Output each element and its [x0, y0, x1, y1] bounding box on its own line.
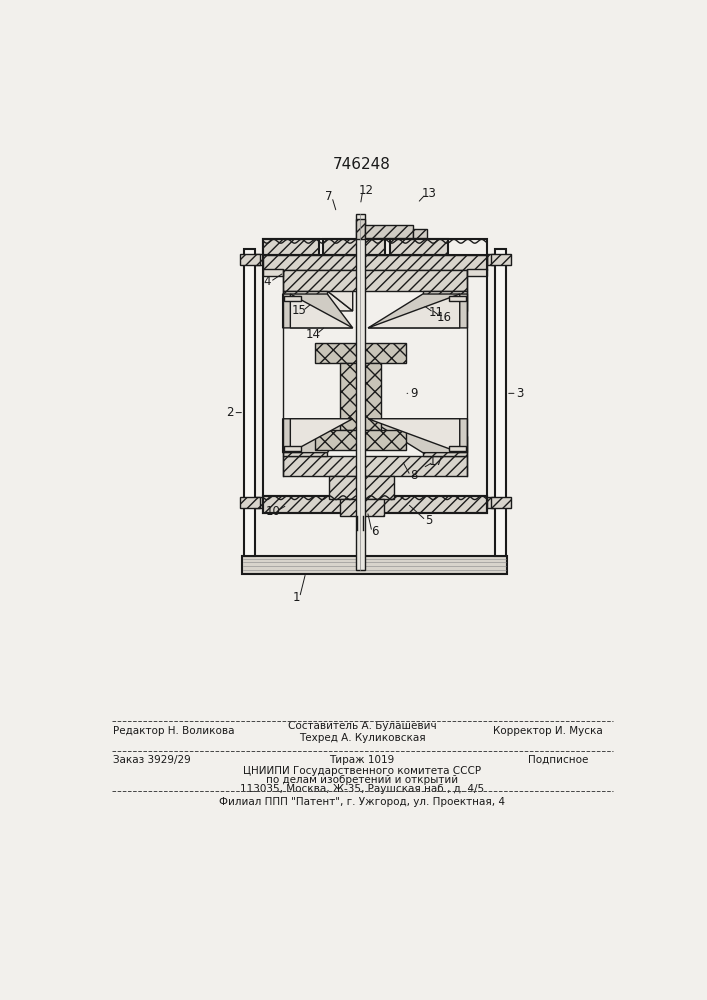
- Text: Подписное: Подписное: [528, 755, 588, 765]
- Bar: [467, 269, 486, 276]
- Text: 5: 5: [425, 514, 433, 527]
- Text: Тираж 1019: Тираж 1019: [329, 755, 395, 765]
- Bar: [356, 214, 365, 570]
- Polygon shape: [291, 419, 353, 453]
- Bar: [413, 229, 426, 238]
- Bar: [365, 225, 413, 238]
- Bar: [315, 343, 406, 363]
- Text: 2: 2: [226, 406, 234, 419]
- Text: 9: 9: [410, 387, 417, 400]
- Bar: [264, 269, 284, 276]
- Bar: [255, 254, 264, 265]
- Bar: [255, 497, 264, 508]
- Bar: [264, 255, 486, 270]
- Text: 15: 15: [292, 304, 307, 317]
- Bar: [340, 499, 385, 516]
- Bar: [244, 249, 255, 556]
- Bar: [283, 291, 327, 311]
- Bar: [315, 430, 406, 450]
- Bar: [449, 296, 466, 301]
- Bar: [284, 296, 301, 301]
- Bar: [240, 497, 259, 508]
- Bar: [264, 239, 319, 255]
- Polygon shape: [283, 294, 353, 328]
- Text: Заказ 3929/29: Заказ 3929/29: [113, 755, 191, 765]
- Text: 12: 12: [358, 184, 373, 197]
- Bar: [423, 436, 467, 456]
- Bar: [264, 496, 486, 513]
- Bar: [491, 254, 510, 265]
- Text: 4: 4: [264, 275, 271, 288]
- Polygon shape: [283, 419, 353, 453]
- Polygon shape: [291, 294, 353, 328]
- Polygon shape: [368, 419, 460, 453]
- Text: ЦНИИПИ Государственного комитета СССР: ЦНИИПИ Государственного комитета СССР: [243, 766, 481, 776]
- Polygon shape: [368, 294, 467, 328]
- Text: 7: 7: [325, 190, 332, 204]
- Bar: [264, 496, 486, 513]
- Polygon shape: [368, 419, 467, 453]
- Text: Составитель А. Булашевич: Составитель А. Булашевич: [288, 721, 436, 731]
- Bar: [284, 446, 301, 451]
- Bar: [329, 476, 395, 499]
- Bar: [491, 497, 510, 508]
- Bar: [283, 436, 327, 456]
- Text: по делам изобретений и открытий: по делам изобретений и открытий: [266, 775, 458, 785]
- Polygon shape: [327, 291, 353, 311]
- Text: 3: 3: [516, 387, 523, 400]
- Bar: [390, 239, 448, 255]
- Bar: [449, 446, 466, 451]
- Text: Филиал ППП "Патент", г. Ужгород, ул. Проектная, 4: Филиал ППП "Патент", г. Ужгород, ул. Про…: [219, 797, 505, 807]
- Text: Техред А. Куликовская: Техред А. Куликовская: [298, 733, 426, 743]
- Bar: [495, 249, 506, 556]
- Text: 17: 17: [429, 455, 444, 468]
- Bar: [340, 363, 381, 430]
- Text: 113035, Москва, Ж-35, Раушская наб., д. 4/5: 113035, Москва, Ж-35, Раушская наб., д. …: [240, 784, 484, 794]
- Bar: [264, 239, 486, 255]
- Text: 14: 14: [306, 328, 321, 341]
- Bar: [324, 239, 385, 255]
- Text: 1: 1: [293, 591, 300, 604]
- Text: 11: 11: [429, 306, 444, 319]
- Bar: [240, 254, 259, 265]
- Bar: [356, 219, 365, 239]
- Text: 746248: 746248: [333, 157, 391, 172]
- Bar: [283, 456, 467, 476]
- Bar: [423, 291, 467, 311]
- Text: 6: 6: [371, 525, 379, 538]
- Polygon shape: [327, 291, 353, 311]
- Text: Корректор И. Муска: Корректор И. Муска: [493, 726, 603, 736]
- Text: 10: 10: [266, 505, 281, 518]
- Bar: [283, 270, 467, 291]
- Text: 13: 13: [421, 187, 436, 200]
- Text: Редактор Н. Воликова: Редактор Н. Воликова: [112, 726, 234, 736]
- Bar: [486, 254, 495, 265]
- Bar: [486, 497, 495, 508]
- Text: 8: 8: [410, 469, 417, 482]
- Bar: [242, 556, 508, 574]
- Text: 16: 16: [437, 311, 452, 324]
- Polygon shape: [368, 294, 460, 328]
